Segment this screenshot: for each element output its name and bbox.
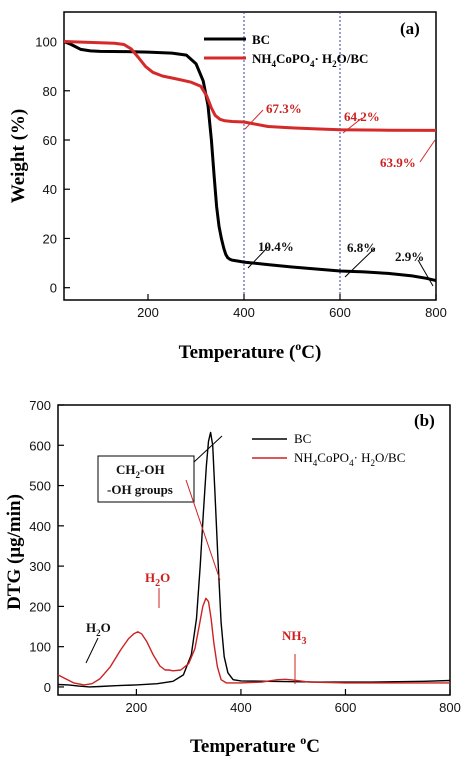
ticks-b: 200 400 600 800 0 100 200 300 400 500 600 700 (29, 398, 461, 715)
y-tick-label-b-6: 600 (29, 438, 51, 453)
legend-a-label-composite: NH4CoPO4· H2O/BC (252, 51, 368, 69)
series-b (57, 431, 451, 688)
y-tick-label-a-2: 40 (43, 182, 57, 197)
x-tick-label-b-1: 400 (230, 700, 252, 715)
legend-b-label-bc: BC (294, 431, 311, 446)
y-tick-label-b-3: 300 (29, 559, 51, 574)
y-tick-label-a-4: 80 (43, 84, 57, 99)
x-tick-label-a-1: 400 (233, 305, 255, 320)
legend-a: BC NH4CoPO4· H2O/BC (204, 32, 368, 69)
x-tick-label-a-3: 800 (425, 305, 447, 320)
arrow-6-8 (344, 247, 376, 278)
y-tick-label-b-1: 100 (29, 640, 51, 655)
y-axis-title-a: Weight (%) (8, 109, 29, 203)
y-tick-label-a-1: 20 (43, 231, 57, 246)
annotation-arrows-a (247, 246, 434, 287)
y-tick-label-b-2: 200 (29, 599, 51, 614)
arrow-67-3 (244, 109, 264, 130)
series-a (63, 40, 437, 283)
legend-b-label-composite: NH4CoPO4· H2O/BC (294, 450, 405, 468)
annotation-h2o-black: H2O (86, 620, 111, 638)
plot-frame-b (57, 404, 451, 696)
arrow-63-9 (419, 139, 436, 163)
y-tick-label-a-5: 100 (35, 35, 57, 50)
legend-a-label-bc: BC (252, 32, 270, 47)
plot-frame-a (63, 11, 437, 301)
annotation-6-8: 6.8% (347, 240, 376, 255)
arrow-to-bc-peak (193, 435, 223, 463)
x-tick-label-b-0: 200 (126, 700, 148, 715)
y-axis-title-b: DTG (μg/min) (4, 494, 25, 610)
callout-arrows (185, 435, 223, 581)
panel-label-b: (b) (414, 411, 435, 430)
x-axis-title-b: Temperature oC (190, 733, 320, 757)
annotation-67-3: 67.3% (266, 101, 302, 116)
annotation-nh3: NH3 (282, 628, 307, 647)
y-tick-label-b-4: 400 (29, 519, 51, 534)
x-tick-label-a-2: 600 (329, 305, 351, 320)
callout-oh-groups: -OH groups (107, 482, 173, 497)
annotation-10-4: 10.4% (258, 239, 294, 254)
reference-lines-a (243, 12, 341, 300)
annotation-h2o-red: H2O (145, 570, 170, 589)
panel-a-tga: 200 400 600 800 0 20 40 60 80 100 67.3% 64.2% 63.… (8, 11, 447, 363)
ticks-a: 200 400 600 800 0 20 40 60 80 100 (35, 35, 447, 320)
arrow-to-composite-peak (185, 479, 221, 581)
callout-ch2-oh: CH2-OH (116, 462, 165, 480)
arrow-64-2 (342, 117, 363, 134)
arrow-h2o-black (85, 637, 99, 664)
annotation-2-9: 2.9% (395, 249, 424, 264)
x-tick-label-b-2: 600 (335, 700, 357, 715)
panel-label-a: (a) (400, 19, 420, 38)
arrow-2-9 (417, 259, 434, 287)
y-tick-label-b-5: 500 (29, 479, 51, 494)
arrow-10-4 (247, 246, 269, 269)
x-axis-title-a: Temperature (oC) (179, 339, 322, 363)
x-tick-label-b-3: 800 (439, 700, 461, 715)
y-tick-label-b-0: 0 (44, 680, 51, 695)
legend-b: BC NH4CoPO4· H2O/BC (252, 431, 405, 468)
y-tick-label-a-3: 60 (43, 133, 57, 148)
y-tick-label-a-0: 0 (50, 281, 57, 296)
y-tick-label-b-7: 700 (29, 398, 51, 413)
series-line-a-composite (63, 40, 437, 132)
callout-box (97, 455, 195, 503)
panel-b-dtg: 200 400 600 800 0 100 200 300 400 500 600 700 CH2-O… (4, 398, 461, 757)
annotation-arrows-a-red (244, 109, 436, 163)
x-tick-label-a-0: 200 (137, 305, 159, 320)
annotation-64-2: 64.2% (344, 109, 380, 124)
annotation-63-9: 63.9% (380, 155, 416, 170)
series-line-b-composite (57, 597, 450, 686)
